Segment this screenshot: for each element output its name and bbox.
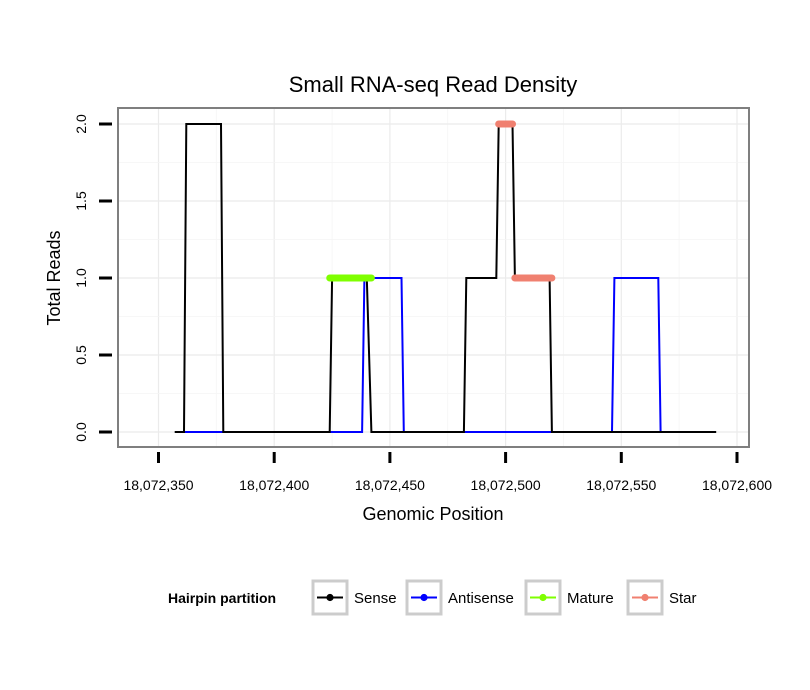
- y-axis: 0.0 0.5 1.0 1.5 2.0: [73, 114, 112, 442]
- x-tick-label: 18,072,550: [586, 477, 656, 493]
- legend-key-point: [420, 593, 428, 602]
- legend-label-mature: Mature: [567, 590, 614, 607]
- y-tick-label: 0.0: [73, 422, 89, 442]
- legend-key-point: [326, 593, 334, 602]
- series-layer: [174, 120, 717, 433]
- legend-item-mature: Mature: [524, 579, 614, 616]
- x-tick-label: 18,072,350: [123, 477, 193, 493]
- legend-title: Hairpin partition: [168, 590, 276, 606]
- legend-item-sense: Sense: [311, 579, 397, 616]
- x-tick-label: 18,072,600: [702, 477, 772, 493]
- legend-label-star: Star: [669, 590, 697, 607]
- x-tick-label: 18,072,450: [355, 477, 425, 493]
- x-tick-label: 18,072,400: [239, 477, 309, 493]
- legend-item-antisense: Antisense: [405, 579, 514, 616]
- y-tick-label: 2.0: [73, 114, 89, 134]
- legend-key-point: [539, 593, 547, 602]
- x-axis: 18,072,350 18,072,400 18,072,450 18,072,500…: [123, 452, 772, 493]
- legend-label-antisense: Antisense: [448, 590, 514, 607]
- x-tick-label: 18,072,500: [471, 477, 541, 493]
- legend-item-star: Star: [626, 579, 697, 616]
- legend-label-sense: Sense: [354, 590, 397, 607]
- y-tick-label: 0.5: [73, 345, 89, 365]
- legend: Sense Antisense Mature Star: [311, 579, 697, 616]
- plot-border: [117, 107, 750, 448]
- chart-title: Small RNA-seq Read Density: [289, 72, 578, 97]
- y-axis-label: Total Reads: [44, 230, 64, 325]
- y-tick-label: 1.0: [73, 268, 89, 288]
- x-axis-label: Genomic Position: [362, 504, 503, 524]
- legend-key-point: [641, 593, 649, 602]
- y-tick-label: 1.5: [73, 191, 89, 211]
